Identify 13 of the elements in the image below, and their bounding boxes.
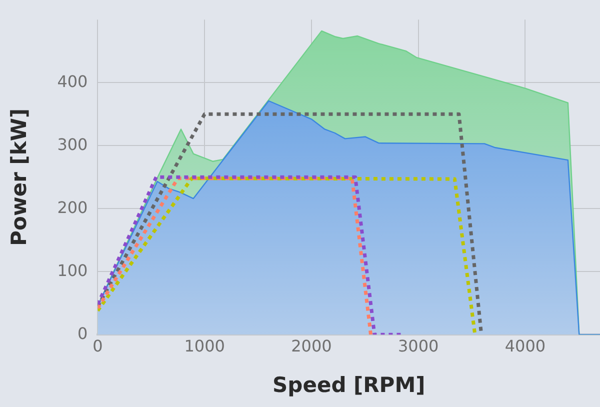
y-tick-label: 100: [57, 260, 88, 280]
x-tick-label: 3000: [398, 336, 439, 356]
x-axis-title: Speed [RPM]: [272, 372, 426, 397]
x-tick-label: 2000: [291, 336, 332, 356]
y-tick-label: 0: [78, 324, 88, 343]
x-tick-label: 1000: [184, 336, 225, 356]
y-tick-label: 200: [57, 198, 88, 217]
line-series: [98, 176, 477, 335]
x-tick-label: 0: [92, 336, 103, 356]
y-tick-label: 300: [57, 134, 88, 154]
x-tick-label: 4000: [504, 336, 546, 356]
y-tick-label: 400: [57, 72, 88, 91]
y-axis-title: Power [kW]: [7, 108, 32, 246]
